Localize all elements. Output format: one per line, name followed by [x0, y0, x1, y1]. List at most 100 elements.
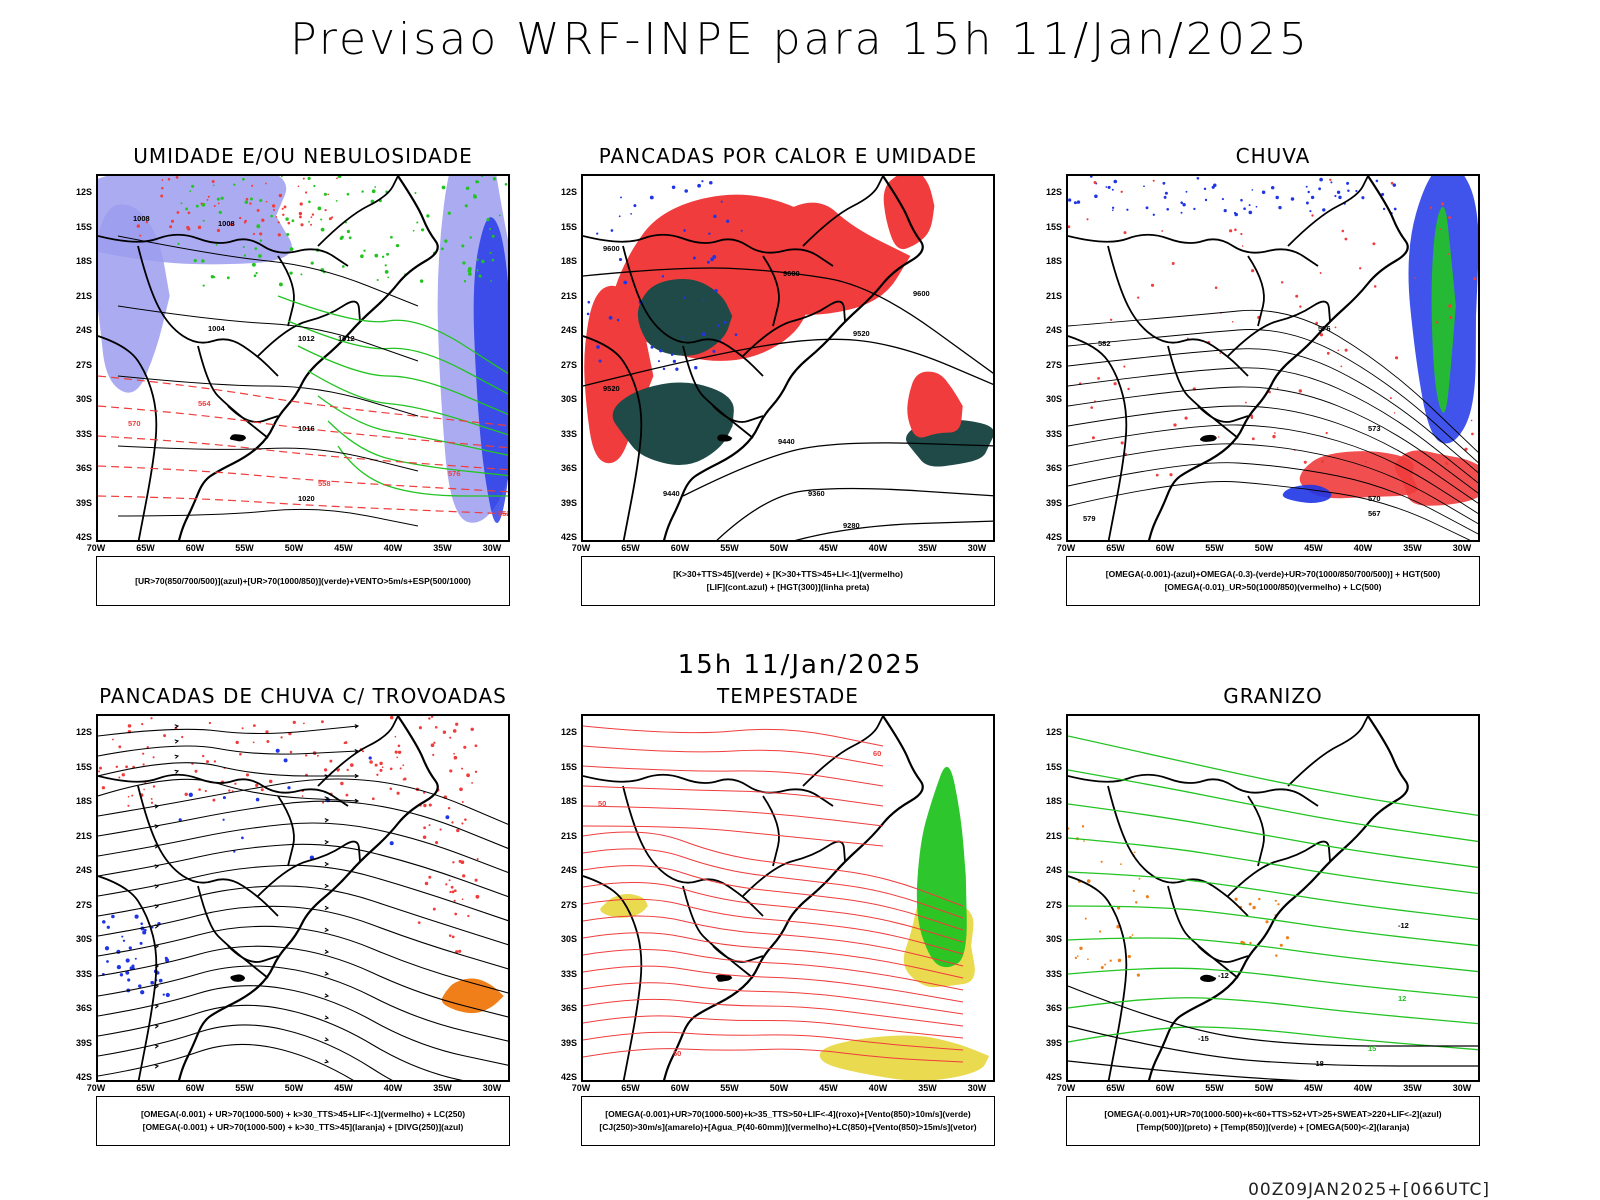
thunderstorm-dot-red: [474, 878, 478, 882]
latitude-tick: 33S: [75, 968, 92, 979]
hail-dot-orange: [1132, 889, 1135, 892]
thunderstorm-dot-red: [371, 797, 375, 801]
thunderstorm-dot-red: [428, 824, 431, 827]
latitude-tick: 36S: [75, 1003, 92, 1013]
low-level-humidity-dot: [254, 247, 258, 250]
rain-dot-blue: [1346, 181, 1350, 185]
pressure-isobar: [117, 445, 419, 472]
rain-dot-red: [1272, 434, 1276, 439]
rain-dot-red: [1184, 416, 1188, 420]
thunderstorm-dot-red: [428, 717, 431, 720]
longitude-tick: 35W: [1403, 543, 1422, 553]
thunderstorm-dot-red: [418, 726, 422, 730]
thunderstorm-dot-red: [451, 821, 454, 824]
thunderstorm-dot-red: [150, 717, 153, 720]
thunderstorm-dot-red: [198, 788, 201, 791]
low-level-humidity-dot: [476, 269, 479, 272]
longitude-tick: 45W: [1304, 543, 1323, 553]
longitude-tick: 50W: [1254, 1083, 1274, 1093]
contour-label: 9600: [603, 244, 620, 253]
latitude-tick: 39S: [1045, 1037, 1062, 1048]
latitude-tick: 30S: [75, 394, 92, 404]
map-panel-umidade: 1008 1008 1004 1012 1012 1016 1020 576 570 564 558…: [96, 174, 510, 542]
streamline: [98, 1004, 463, 1080]
divergence-dot-blue: [127, 978, 131, 982]
rain-dot-red: [1299, 305, 1302, 308]
legend-line: [OMEGA(-0.001)+UR>70(1000-500)+k<60+TTS>…: [1104, 1109, 1442, 1119]
longitude-tick: 30W: [482, 543, 502, 553]
geopotential-contour: [716, 487, 993, 540]
thickness-dot: [251, 184, 254, 187]
rain-dot-blue: [1180, 211, 1183, 214]
thickness-dot: [256, 208, 260, 212]
divergence-dot-blue: [142, 930, 147, 935]
rain-dot-blue: [1233, 211, 1237, 215]
geopotential-contour: [1068, 386, 1478, 494]
longitude-tick: 70W: [86, 1083, 106, 1093]
jet-shading-yellow: [819, 1035, 990, 1080]
rain-dot-blue: [1180, 201, 1183, 204]
streamline-red: [583, 725, 884, 747]
thunderstorm-dot-red: [241, 727, 244, 730]
geopotential-contour: [583, 267, 993, 374]
streamline-arrowhead: [324, 818, 330, 823]
divergence-dot-blue: [102, 920, 106, 924]
contour-label: 558: [318, 479, 331, 488]
contour-label: 15: [1368, 1044, 1376, 1053]
rain-shading-red: [1299, 451, 1418, 499]
thickness-dot: [305, 191, 308, 194]
rain-dot-blue: [1111, 209, 1114, 212]
latitude-tick: 33S: [1045, 428, 1062, 439]
thunderstorm-dot-red: [127, 795, 130, 798]
humidity-contour-green: [337, 445, 508, 497]
low-level-humidity-dot: [313, 184, 316, 188]
rain-dot-blue: [1126, 208, 1129, 211]
rain-dot-blue: [1319, 177, 1323, 182]
thunderstorm-dot-red: [439, 828, 442, 831]
thickness-dot: [271, 204, 276, 208]
lifted-index-contour-dot: [618, 215, 621, 218]
rain-dot-blue: [1196, 176, 1200, 180]
contour-label: -12: [1398, 921, 1409, 930]
latitude-tick: 24S: [75, 865, 92, 875]
country-border: [1287, 176, 1369, 247]
latitude-tick: 18S: [1045, 256, 1062, 266]
latitude-tick: 18S: [75, 256, 92, 266]
thunderstorm-dot-red: [402, 778, 405, 781]
model-run-label: 00Z09JAN2025+[066UTC]: [1248, 1180, 1490, 1200]
contour-label: 564: [198, 399, 211, 408]
low-level-humidity-dot: [286, 232, 290, 237]
rain-dot-red: [1319, 333, 1324, 337]
longitude-tick: 35W: [918, 543, 937, 553]
divergence-dot-blue: [162, 993, 165, 996]
longitude-tick: 35W: [918, 1083, 937, 1093]
streamline-arrowhead: [154, 1024, 160, 1029]
low-level-humidity-dot: [463, 280, 467, 283]
longitude-tick: 65W: [621, 1083, 640, 1093]
latitude-tick: 18S: [560, 796, 577, 806]
thunderstorm-dot-red: [118, 745, 122, 749]
country-border: [742, 300, 846, 357]
rain-dot-red: [1219, 352, 1221, 355]
longitude-tick: 70W: [571, 1083, 591, 1093]
thickness-dot: [297, 185, 300, 188]
rain-dot-blue: [1248, 204, 1251, 207]
thunderstorm-dot-red: [475, 894, 480, 899]
thunderstorm-dot-red: [397, 744, 401, 748]
temp-850-contour: [1068, 871, 1478, 921]
latitude-tick: 39S: [560, 497, 577, 508]
contour-label: 1012: [298, 334, 315, 343]
rain-dot-red: [1295, 294, 1299, 298]
latitude-tick: 21S: [560, 830, 577, 841]
streamline-arrowhead: [174, 754, 180, 759]
country-border: [622, 245, 764, 377]
contour-label: 582: [1098, 339, 1111, 348]
thunderstorm-dot-red: [433, 741, 436, 744]
rain-dot-red: [1395, 356, 1399, 360]
country-border: [1247, 255, 1265, 327]
longitude-tick: 60W: [1155, 1083, 1175, 1093]
latitude-tick: 42S: [1045, 532, 1062, 542]
longitude-tick: 35W: [433, 1083, 452, 1093]
hail-dot-orange: [1248, 902, 1252, 906]
divergence-dot-blue: [287, 786, 291, 790]
